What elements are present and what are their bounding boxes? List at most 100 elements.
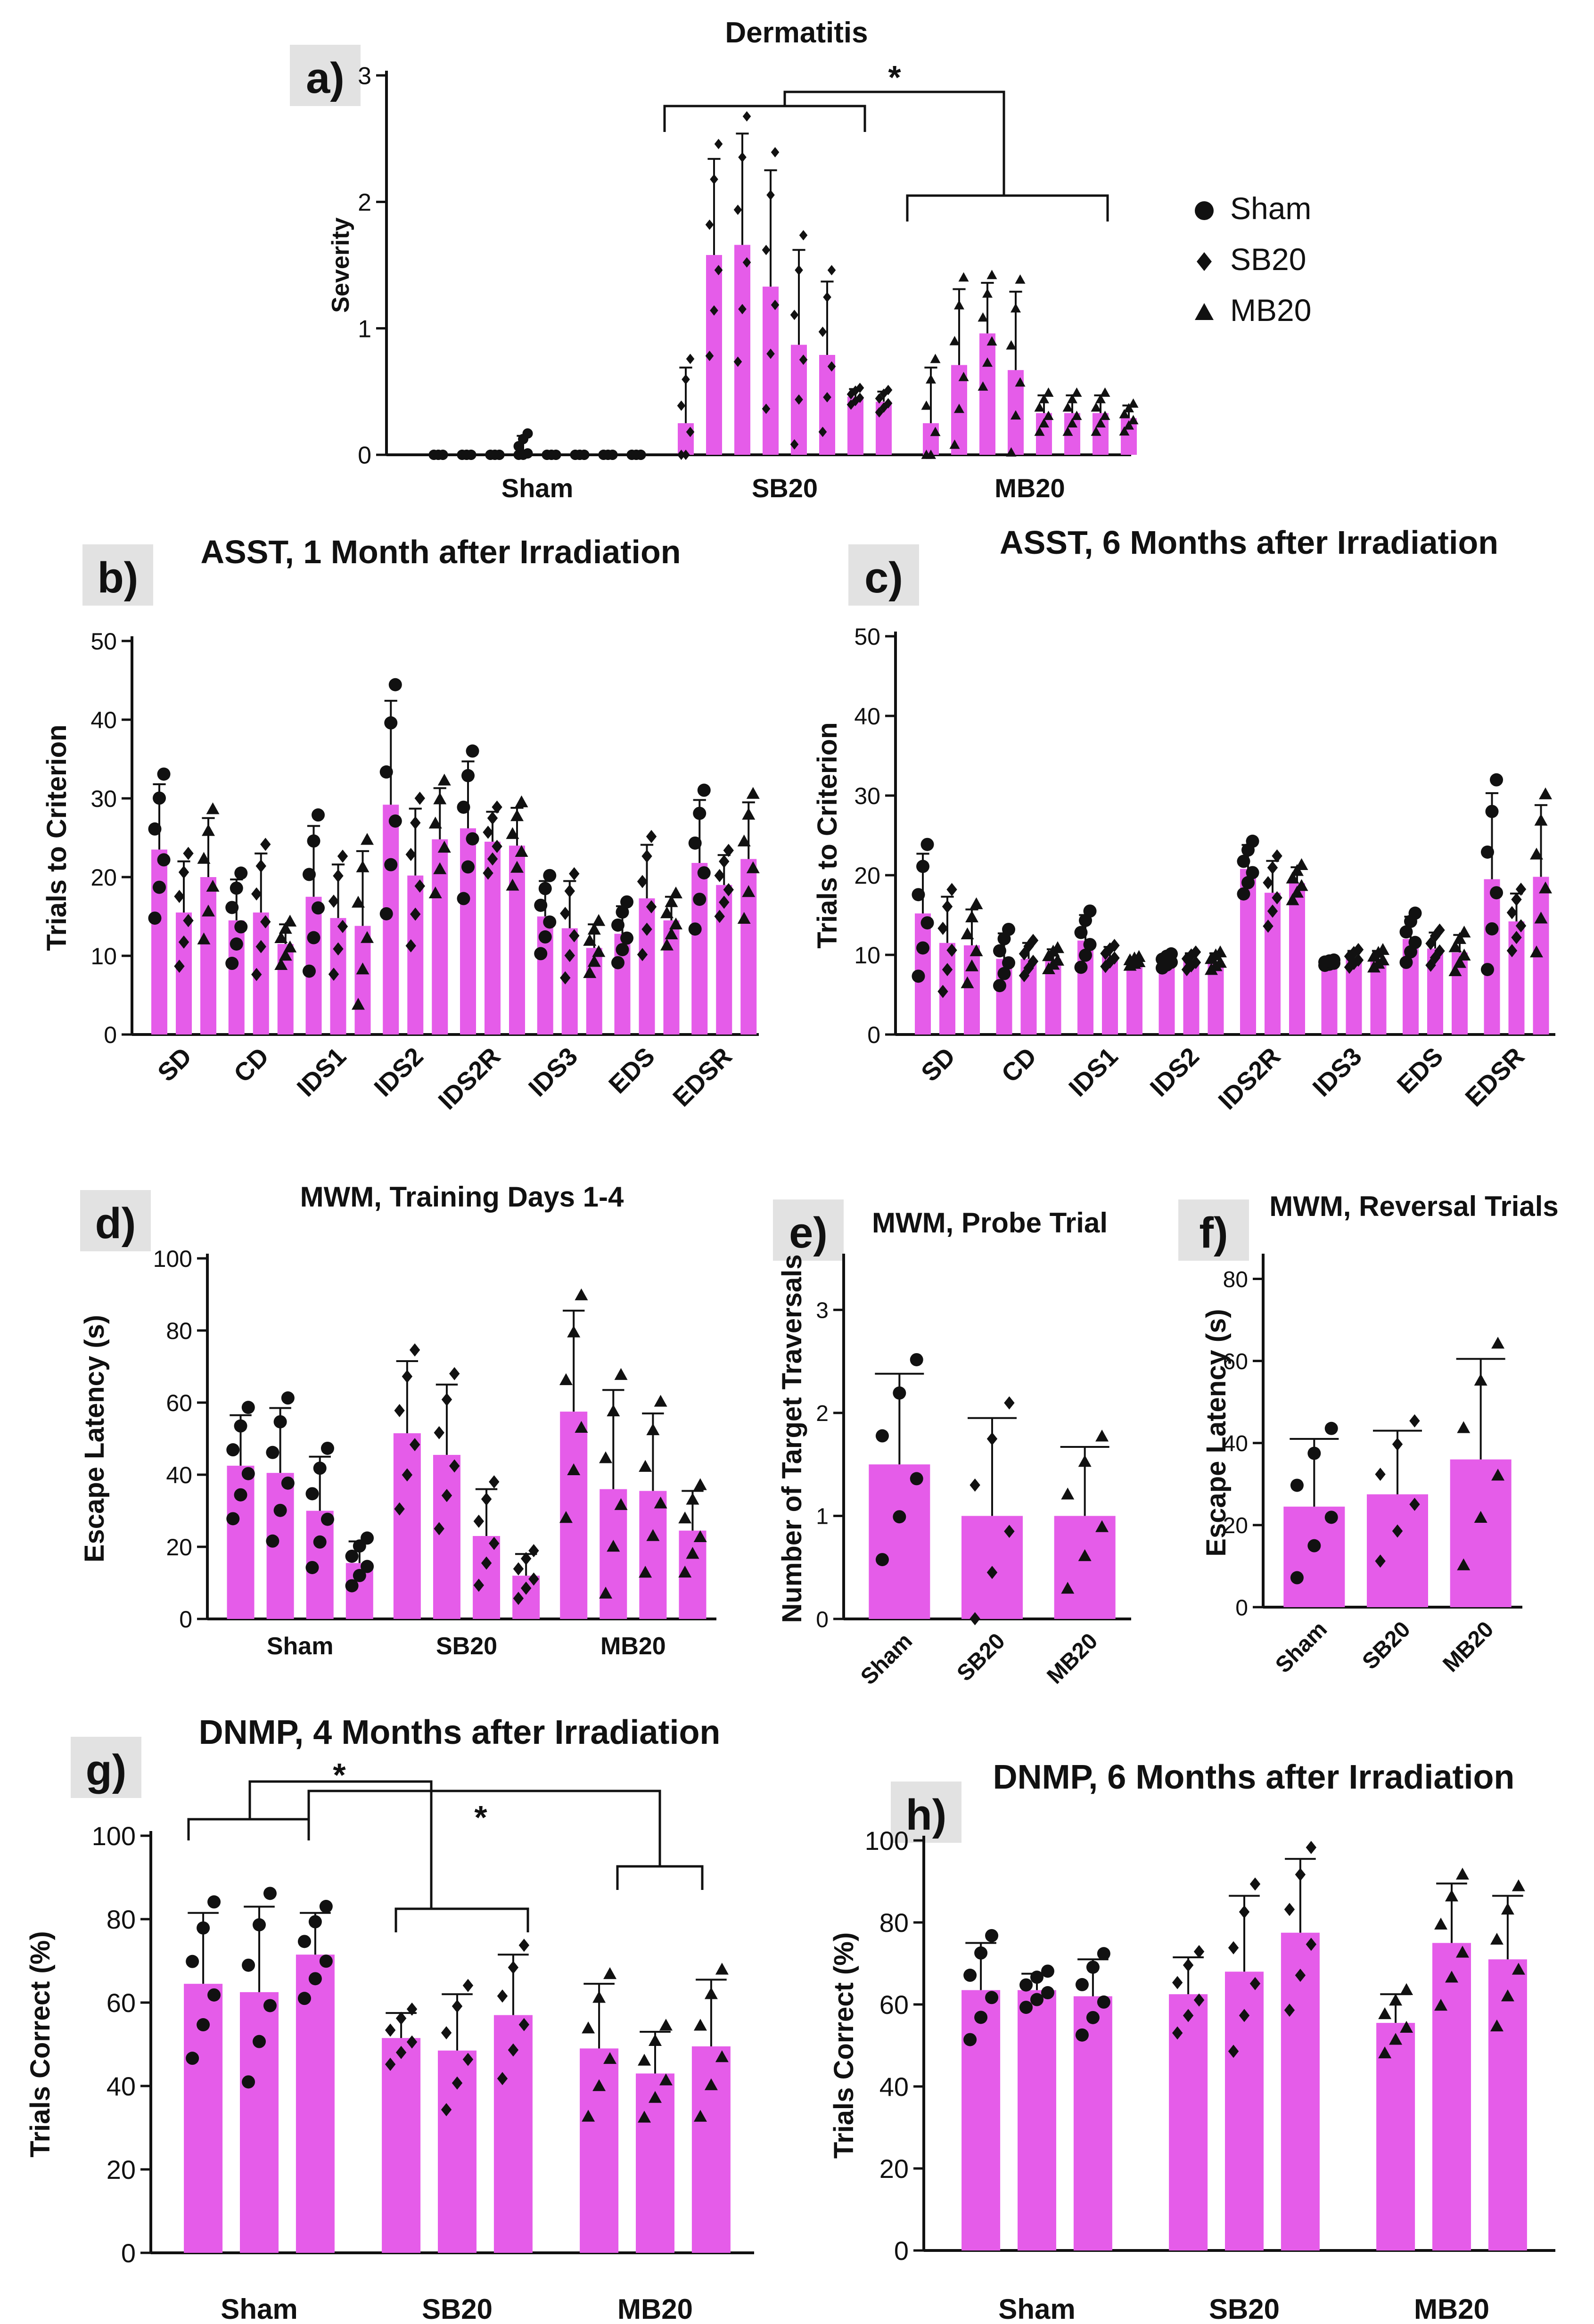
- data-point-diamond: [395, 2045, 407, 2059]
- data-point-triangle: [1095, 418, 1106, 427]
- data-point-diamond: [260, 838, 271, 851]
- data-point-diamond: [1353, 953, 1364, 967]
- bar: [1126, 961, 1142, 1035]
- data-point-circle: [1246, 866, 1259, 879]
- bar-group: [598, 450, 618, 460]
- data-point-circle: [241, 1401, 255, 1414]
- data-point-diamond: [1515, 882, 1527, 896]
- bar-group: [993, 922, 1016, 1035]
- y-tick-label: 0: [358, 442, 371, 469]
- y-tick-label: 20: [1223, 1513, 1248, 1538]
- data-point-triangle: [603, 2052, 617, 2064]
- data-point-triangle: [592, 1991, 606, 2003]
- data-point-circle: [1002, 956, 1016, 969]
- data-point-diamond: [1004, 1525, 1015, 1538]
- y-tick-label: 2: [816, 1401, 829, 1426]
- data-point-diamond: [492, 800, 502, 814]
- data-point-diamond: [183, 846, 194, 860]
- chart-title: MWM, Probe Trial: [872, 1207, 1108, 1239]
- data-point-circle: [1019, 2001, 1033, 2014]
- data-point-circle: [379, 907, 393, 920]
- data-point-triangle: [649, 2091, 662, 2103]
- category-label: EDS: [603, 1042, 660, 1099]
- data-point-diamond: [762, 403, 771, 414]
- data-point-diamond: [1344, 961, 1355, 974]
- data-point-circle: [1290, 1478, 1304, 1492]
- data-point-triangle: [1434, 1998, 1448, 2011]
- category-label: MB20: [600, 1633, 666, 1660]
- bar-group: [869, 1353, 930, 1619]
- y-tick-label: 3: [816, 1298, 829, 1323]
- data-point-diamond: [1100, 960, 1111, 973]
- data-point-diamond: [641, 849, 652, 863]
- bar-group: [1123, 950, 1146, 1035]
- data-point-triangle: [592, 945, 606, 957]
- data-point-diamond: [710, 305, 718, 316]
- data-point-circle: [607, 450, 618, 460]
- data-point-triangle: [665, 895, 678, 907]
- data-point-diamond: [1104, 942, 1116, 956]
- panel-label-background: [290, 45, 361, 106]
- category-label: IDS2: [1145, 1042, 1205, 1102]
- data-point-triangle: [603, 1967, 617, 1979]
- panel-label-background: [1178, 1199, 1249, 1261]
- data-point-diamond: [799, 230, 808, 241]
- bar-group: [626, 450, 646, 460]
- data-point-circle: [1237, 887, 1250, 901]
- data-point-diamond: [409, 1438, 420, 1452]
- data-point-circle: [1086, 1960, 1100, 1974]
- data-point-triangle: [587, 955, 601, 967]
- category-label: Sham: [267, 1633, 334, 1660]
- data-point-triangle: [559, 1511, 573, 1523]
- data-point-diamond: [710, 174, 718, 185]
- data-point-circle: [388, 678, 402, 691]
- bar-group: [296, 1900, 335, 2253]
- data-point-circle: [263, 1887, 277, 1900]
- bar-group: [225, 866, 248, 1035]
- data-point-triangle: [660, 938, 674, 951]
- data-point-circle: [148, 822, 162, 836]
- data-point-triangle: [1006, 447, 1017, 457]
- bar-group: [733, 111, 751, 455]
- data-point-circle: [466, 450, 477, 460]
- bar-group: [875, 385, 893, 455]
- bar-group: [737, 787, 760, 1035]
- data-point-diamond: [1295, 1969, 1306, 1982]
- data-point-diamond: [508, 1961, 519, 1974]
- data-point-triangle: [678, 1565, 692, 1578]
- data-point-diamond: [1425, 958, 1436, 972]
- category-label: IDS2: [369, 1042, 428, 1102]
- bar-group: [961, 1396, 1023, 1626]
- data-point-diamond: [489, 1536, 500, 1550]
- data-point-diamond: [410, 816, 421, 829]
- data-point-diamond: [1344, 950, 1355, 963]
- y-tick-label: 0: [894, 2236, 909, 2266]
- data-point-triangle: [607, 1540, 620, 1552]
- data-point-diamond: [723, 883, 734, 896]
- data-point-circle: [1165, 947, 1178, 961]
- bar-group: [302, 808, 325, 1035]
- data-point-diamond: [1023, 939, 1034, 953]
- data-point-triangle: [433, 792, 447, 805]
- y-tick-label: 80: [107, 1905, 136, 1934]
- data-point-triangle: [958, 272, 969, 282]
- data-point-triangle: [592, 914, 606, 926]
- data-point-diamond: [723, 844, 734, 857]
- bar-group: [174, 846, 194, 1035]
- panel-label: d): [95, 1199, 136, 1248]
- bar-group: [274, 914, 297, 1035]
- diamond-marker-icon: [1197, 252, 1212, 271]
- data-point-triangle: [1034, 402, 1045, 412]
- y-tick-label: 60: [107, 1988, 136, 2018]
- y-axis-label: Escape Latency (s): [1201, 1309, 1232, 1556]
- data-point-triangle: [1100, 411, 1110, 420]
- category-label: EDSR: [667, 1042, 738, 1112]
- data-point-circle: [534, 898, 548, 912]
- data-point-triangle: [202, 824, 215, 836]
- data-point-circle: [313, 1535, 327, 1549]
- data-point-triangle: [510, 861, 524, 873]
- data-point-circle: [263, 1999, 277, 2012]
- data-point-triangle: [583, 966, 597, 978]
- data-point-circle: [1097, 1995, 1110, 2009]
- data-point-diamond: [441, 2026, 452, 2040]
